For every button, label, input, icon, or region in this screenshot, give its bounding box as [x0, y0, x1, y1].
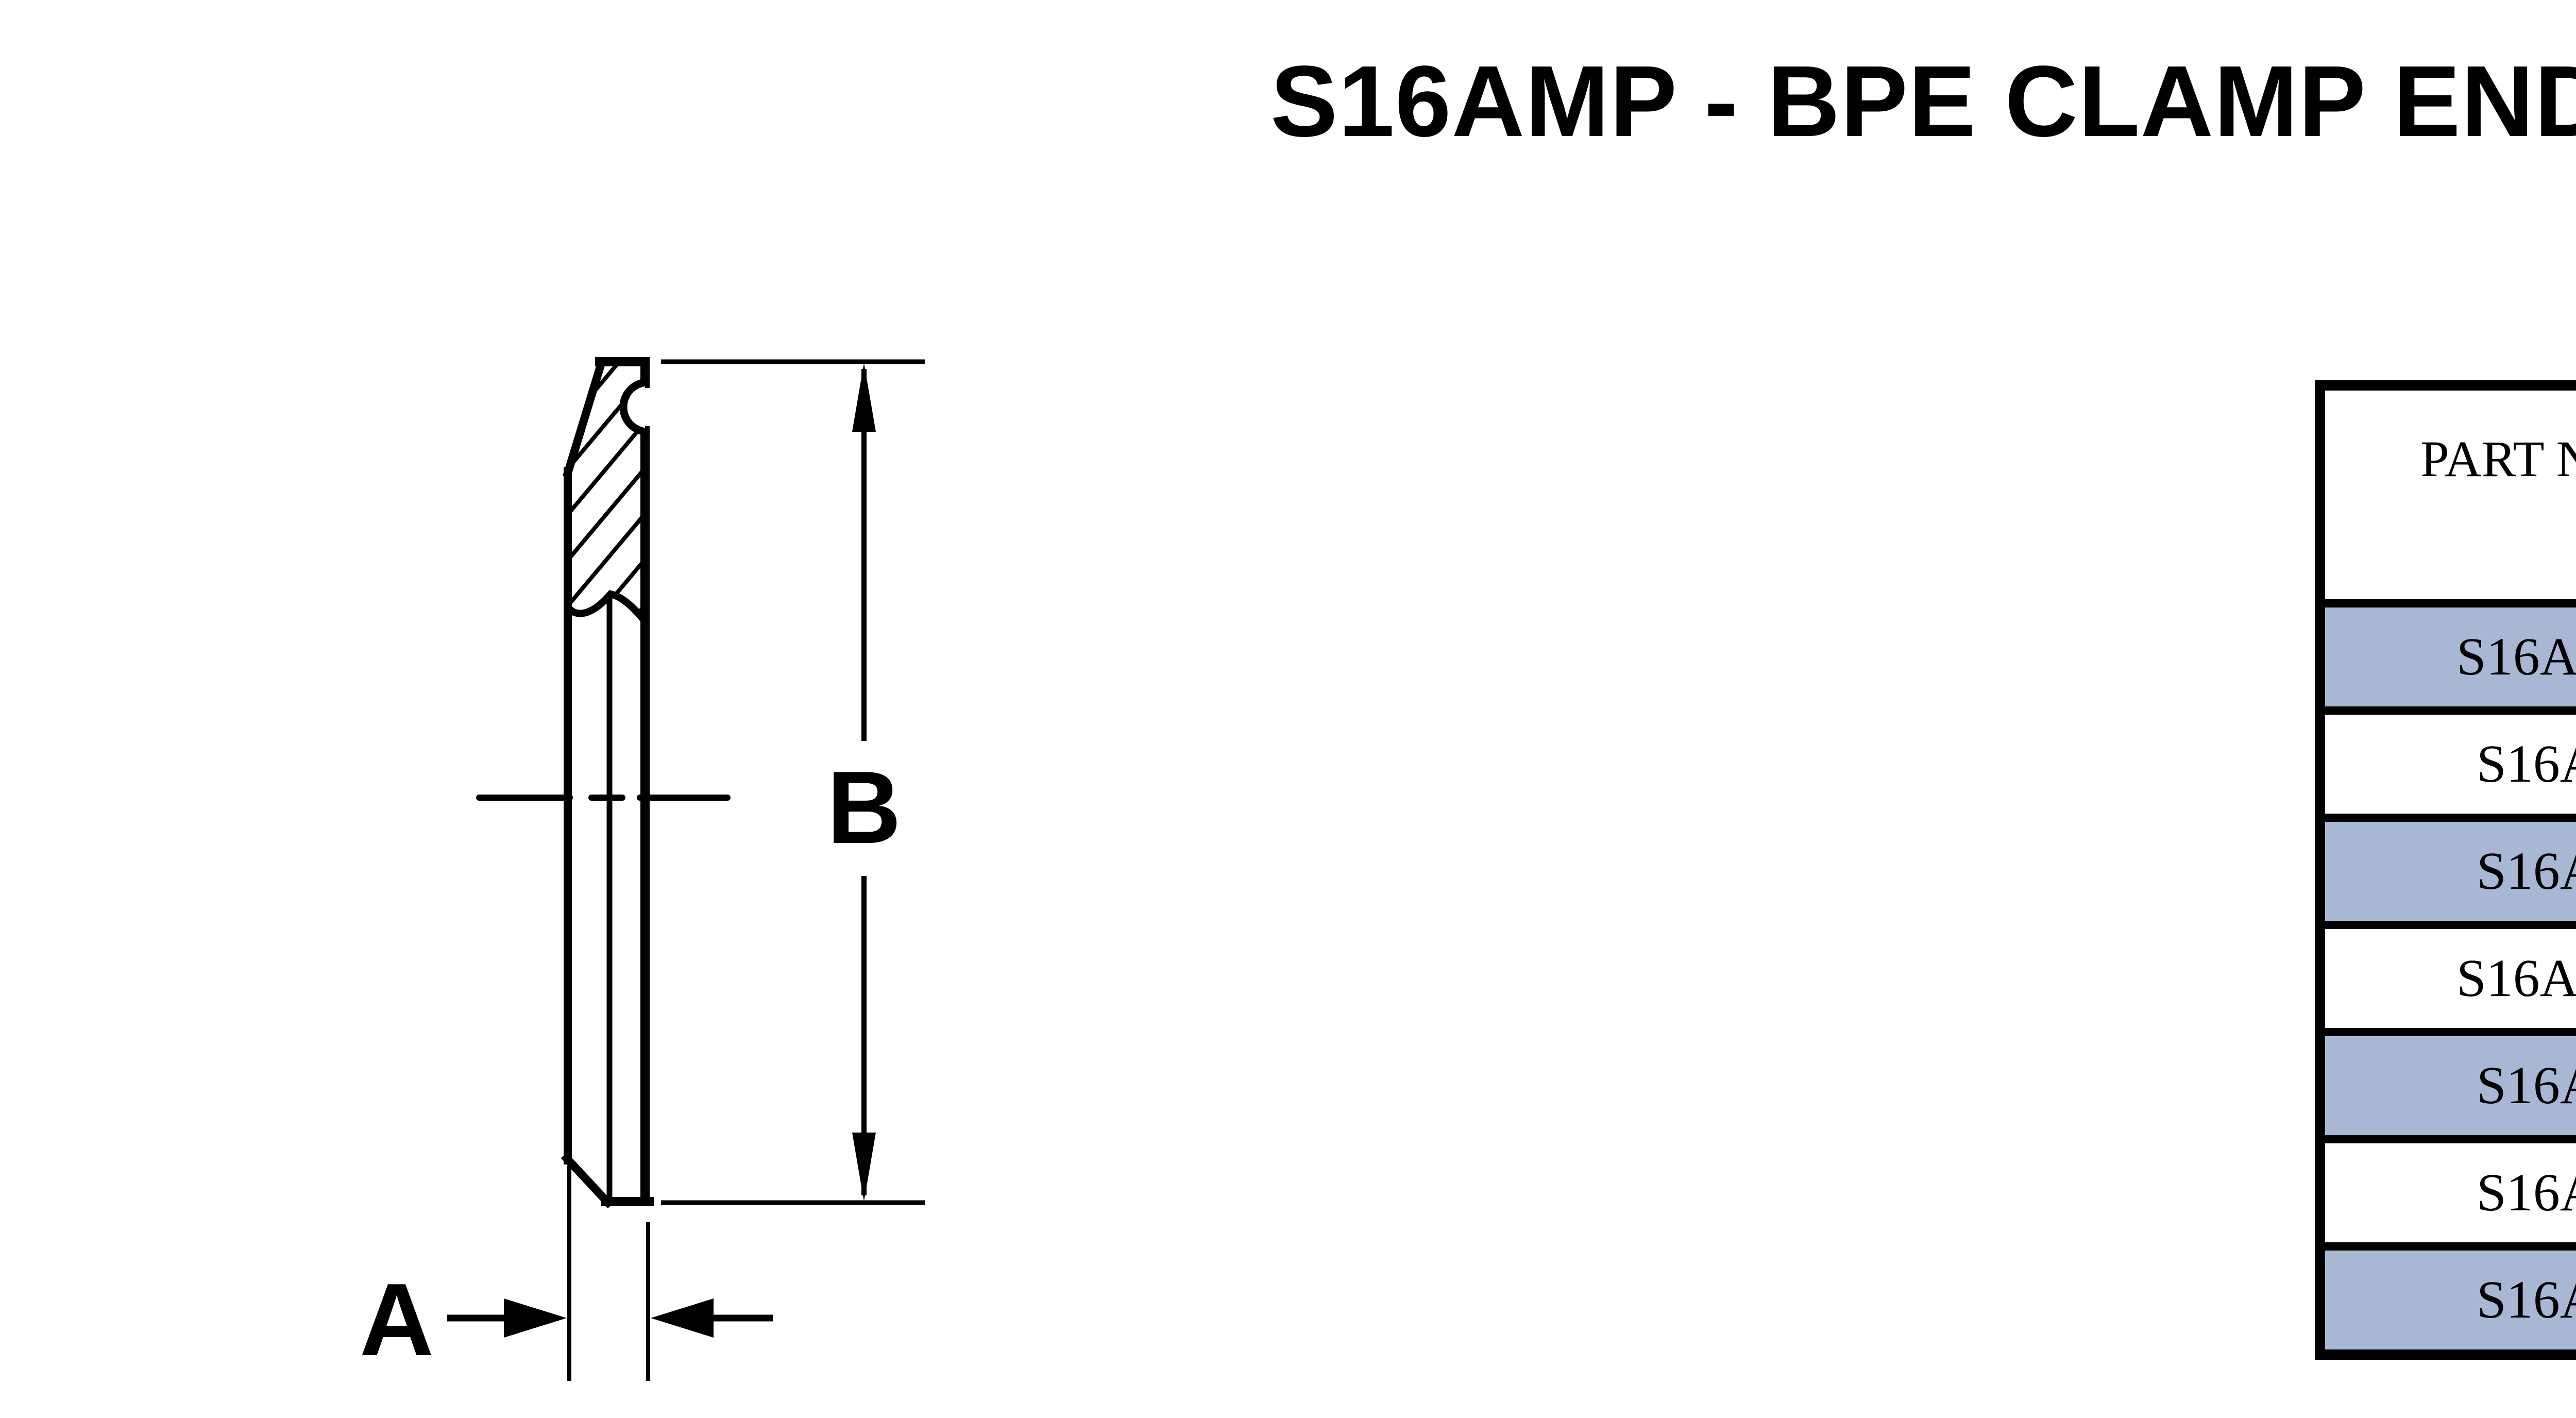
a-arrow-left-head	[504, 1298, 567, 1338]
dim-a-label: A	[360, 1262, 434, 1377]
a-arrow-right-head	[651, 1298, 714, 1338]
cap-top-face	[595, 357, 650, 388]
table-row: S16AMP-66.4376.570	[2316, 1242, 2576, 1359]
break-line	[564, 590, 649, 625]
b-arrow-up	[852, 363, 876, 432]
dimension-a: A	[360, 1166, 773, 1381]
cap-top-bevel	[563, 357, 607, 478]
header-row: PART NUMBERSIZE(inches)A(inches)B(inches…	[2316, 381, 2576, 607]
page-title: S16AMP - BPE CLAMP END CAP	[1270, 45, 2576, 158]
spec-table-head: PART NUMBERSIZE(inches)A(inches)B(inches…	[2316, 381, 2576, 607]
table-cell: S16AMP-2.5	[2316, 921, 2576, 1036]
spec-table-body: S16AMP-.501/2" & 3/4".187.984S16AMP-11" …	[2316, 599, 2576, 1359]
table-row: S16AMP-11" & 1-1/2".2501.984	[2316, 706, 2576, 822]
table-cell: S16AMP-6	[2316, 1242, 2576, 1359]
dim-b-label: B	[827, 750, 901, 865]
dimension-b: B	[661, 359, 925, 1205]
table-row: S16AMP-44.3124.682	[2316, 1135, 2576, 1251]
table-row: S16AMP-22".2502.516	[2316, 814, 2576, 929]
table-cell: S16AMP-4	[2316, 1135, 2576, 1251]
table-cell: S16AMP-1	[2316, 706, 2576, 822]
column-header: PART NUMBER	[2316, 381, 2576, 607]
table-cell: S16AMP-2	[2316, 814, 2576, 929]
cap-bottom-bevel	[561, 1152, 614, 1209]
section-hatch-region	[568, 362, 645, 621]
b-arrow-down	[852, 1133, 876, 1202]
spec-table: PART NUMBERSIZE(inches)A(inches)B(inches…	[2315, 380, 2576, 1360]
table-row: S16AMP-2.52-1/2.2503.047	[2316, 921, 2576, 1036]
column-header-label: PART NUMBER	[2420, 430, 2576, 487]
table-row: S16AMP-33.2503.579	[2316, 1028, 2576, 1143]
table-row: S16AMP-.501/2" & 3/4".187.984	[2316, 599, 2576, 715]
gasket-groove	[619, 378, 646, 436]
table-cell: S16AMP-3	[2316, 1028, 2576, 1143]
table-cell: S16AMP-.50	[2316, 599, 2576, 715]
